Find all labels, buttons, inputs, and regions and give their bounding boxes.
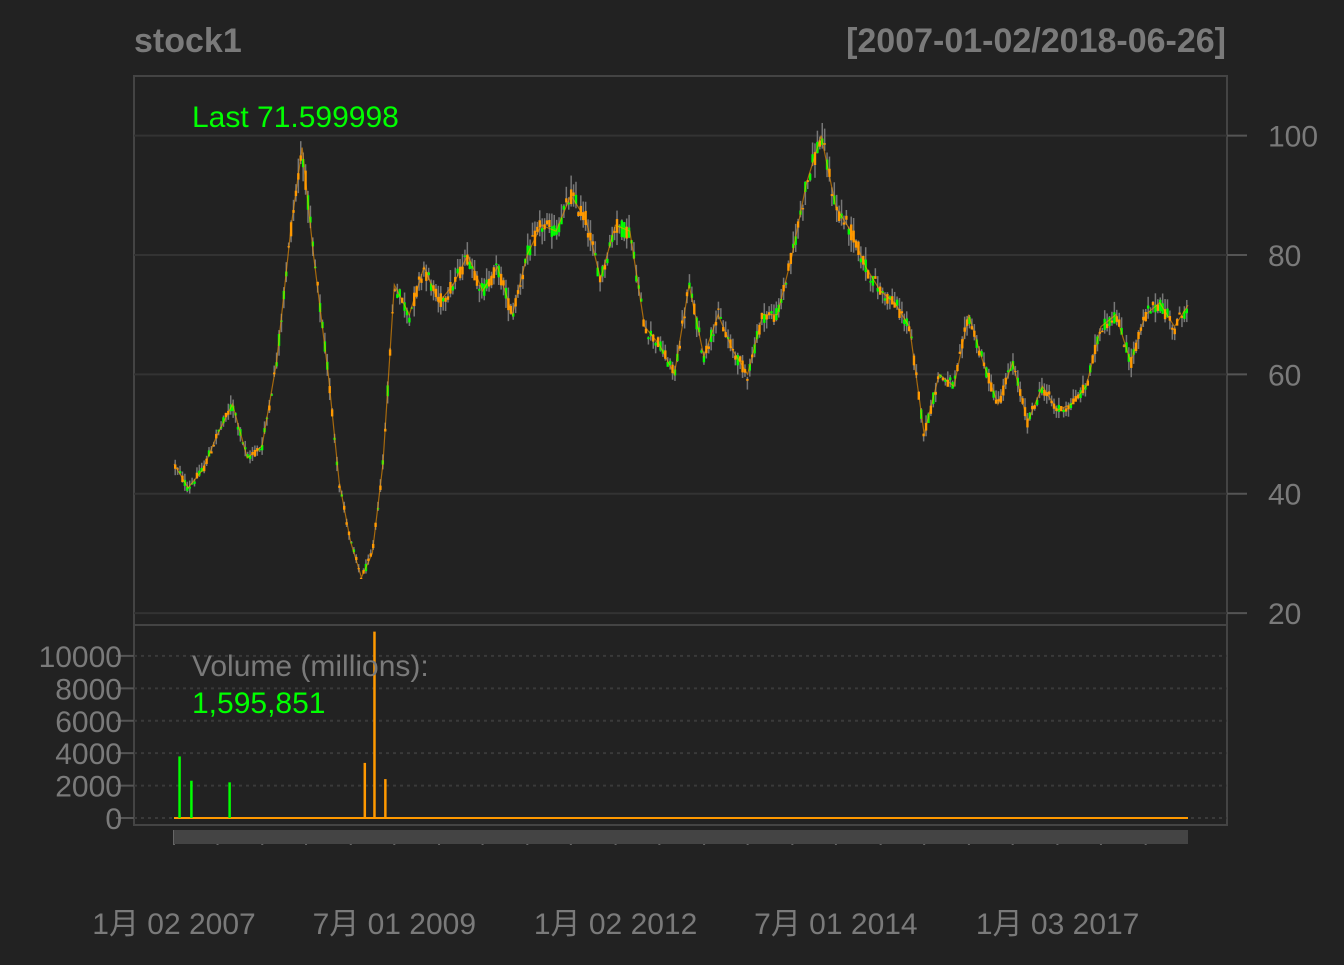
- volume-tick-label: 10000: [39, 641, 122, 674]
- price-series: [173, 122, 1189, 579]
- price-tick-label: 60: [1268, 359, 1301, 392]
- x-tick-label: 1月 02 2012: [534, 908, 697, 941]
- volume-tick-label: 4000: [55, 738, 122, 771]
- last-price-label: Last 71.599998: [192, 101, 399, 134]
- chart-title: stock1: [134, 22, 242, 60]
- price-axis: 20 40 60 80 100: [1227, 121, 1318, 631]
- volume-tick-label: 8000: [55, 673, 122, 706]
- price-tick-label: 40: [1268, 479, 1301, 512]
- price-close-line: [173, 135, 1189, 579]
- volume-label: Volume (millions):: [192, 650, 429, 683]
- x-tick-label: 1月 03 2017: [976, 908, 1139, 941]
- volume-series: [174, 631, 1188, 819]
- x-tick-label: 7月 01 2014: [754, 908, 917, 941]
- volume-tick-label: 2000: [55, 771, 122, 804]
- volume-panel-frame: [133, 624, 1228, 826]
- x-tick-label: 1月 02 2007: [92, 908, 255, 941]
- date-range-label: [2007-01-02/2018-06-26]: [846, 22, 1226, 60]
- price-tick-label: 20: [1268, 598, 1301, 631]
- price-grid: [134, 134, 1227, 615]
- x-tick-label: 7月 01 2009: [313, 908, 476, 941]
- price-tick-label: 80: [1268, 240, 1301, 273]
- volume-tick-label: 0: [105, 803, 122, 836]
- volume-tick-label: 6000: [55, 706, 122, 739]
- volume-last-value: 1,595,851: [192, 687, 325, 720]
- x-axis: 1月 02 2007 7月 01 2009 1月 02 2012 7月 01 2014…: [92, 830, 1188, 941]
- price-tick-label: 100: [1268, 121, 1318, 154]
